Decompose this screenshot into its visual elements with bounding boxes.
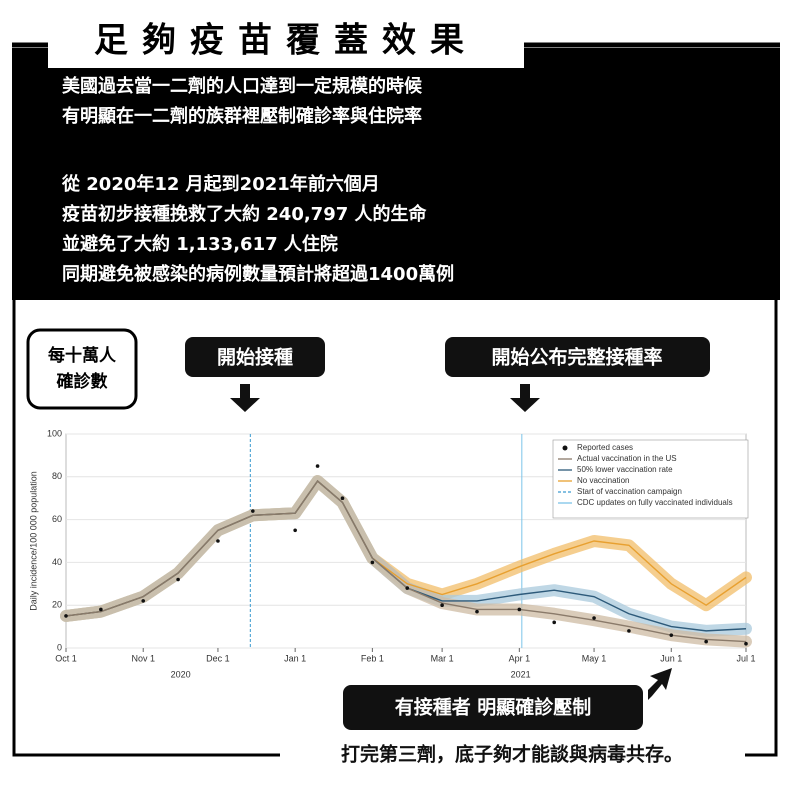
case-dot xyxy=(315,464,320,468)
header-line: 從 2020年12 月起到2021年前六個月 xyxy=(61,173,380,195)
x-tick-label: Nov 1 xyxy=(131,653,155,663)
case-dot xyxy=(251,509,255,513)
arrow xyxy=(648,668,672,700)
case-dot xyxy=(440,603,444,607)
y-tick-label: 80 xyxy=(52,471,62,481)
header-line: 並避免了大約 1,133,617 人住院 xyxy=(62,233,338,255)
y-tick-label: 40 xyxy=(52,557,62,567)
case-dot xyxy=(370,560,375,565)
chart: 0 20 40 60 80 100 Oct 1 Nov 1 Dec 1 Jan 1 Feb 1 Mar… xyxy=(28,428,755,679)
unit-text: 每十萬人 xyxy=(48,345,117,366)
y-tick-label: 0 xyxy=(57,642,62,652)
case-dot xyxy=(592,616,596,620)
legend-label: Reported cases xyxy=(577,443,633,452)
y-tick-label: 20 xyxy=(52,600,62,610)
case-dot xyxy=(475,609,479,614)
unit-callout xyxy=(26,328,138,410)
header-line: 疫苗初步接種挽救了大約 240,797 人的生命 xyxy=(62,203,428,225)
case-dot xyxy=(293,528,297,533)
header-line: 同期避免被感染的病例數量預計將超過1400萬例 xyxy=(62,263,454,285)
x-tick-label: Mar 1 xyxy=(431,653,454,663)
case-dot xyxy=(99,607,103,612)
year-label: 2020 xyxy=(171,669,191,679)
case-dot xyxy=(141,599,146,603)
case-dot xyxy=(176,577,180,582)
header-line: 美國過去當一二劑的人口達到一定規模的時候 xyxy=(62,75,423,97)
case-dot xyxy=(340,496,345,501)
arrow xyxy=(230,384,260,412)
series-line xyxy=(65,480,747,643)
header-title: 足夠疫苗覆蓋效果 xyxy=(94,21,478,61)
case-dot xyxy=(405,586,410,590)
case-dot xyxy=(627,629,631,633)
cdc-text: 開始公布完整接種率 xyxy=(491,346,662,369)
effect-callout xyxy=(343,685,643,730)
x-tick-label: Jun 1 xyxy=(660,653,682,663)
legend-label: Start of vaccination campaign xyxy=(577,487,682,496)
x-tick-label: Oct 1 xyxy=(55,653,77,663)
legend-dot xyxy=(562,445,568,451)
legend-label: Actual vaccination in the US xyxy=(577,454,677,463)
case-dot xyxy=(704,639,708,644)
x-tick-label: Dec 1 xyxy=(206,653,230,663)
unit-text: 確診數 xyxy=(57,371,108,392)
cdc-callout xyxy=(445,337,710,377)
y-tick-label: 60 xyxy=(52,514,62,524)
legend-label: CDC updates on fully vaccinated individu… xyxy=(577,498,733,507)
start-text: 開始接種 xyxy=(217,346,293,369)
frame xyxy=(12,300,778,757)
legend-label: No vaccination xyxy=(577,476,629,485)
arrow xyxy=(510,384,540,412)
header-lines: 美國過去當一二劑的人口達到一定規模的時候有明顯在一二劑的族群裡壓制確診率與住院率… xyxy=(61,75,454,285)
y-tick-label: 100 xyxy=(47,428,62,438)
legend-box xyxy=(552,439,749,519)
legend-label: 50% lower vaccination rate xyxy=(577,465,673,474)
footer-text: 打完第三劑，底子夠才能談與病毒共存。 xyxy=(341,743,683,766)
case-dot xyxy=(669,633,674,637)
title-bg xyxy=(48,12,524,68)
case-dot xyxy=(552,620,557,625)
x-tick-label: Feb 1 xyxy=(361,653,384,663)
case-dot xyxy=(64,614,68,618)
case-dot xyxy=(216,539,220,543)
case-dot xyxy=(744,641,748,646)
header-line: 有明顯在一二劑的族群裡壓制確診率與住院率 xyxy=(62,105,422,127)
x-tick-label: Jan 1 xyxy=(284,653,306,663)
x-tick-label: Jul 1 xyxy=(736,653,755,663)
header-box xyxy=(12,48,780,300)
effect-text: 有接種者 明顯確診壓制 xyxy=(395,696,592,719)
case-dot xyxy=(517,607,522,612)
x-tick-label: Apr 1 xyxy=(509,653,531,663)
year-label: 2021 xyxy=(511,669,531,679)
start-callout xyxy=(185,337,325,377)
x-tick-label: May 1 xyxy=(582,653,607,663)
y-axis-label: Daily incidence/100 000 population xyxy=(28,471,38,611)
